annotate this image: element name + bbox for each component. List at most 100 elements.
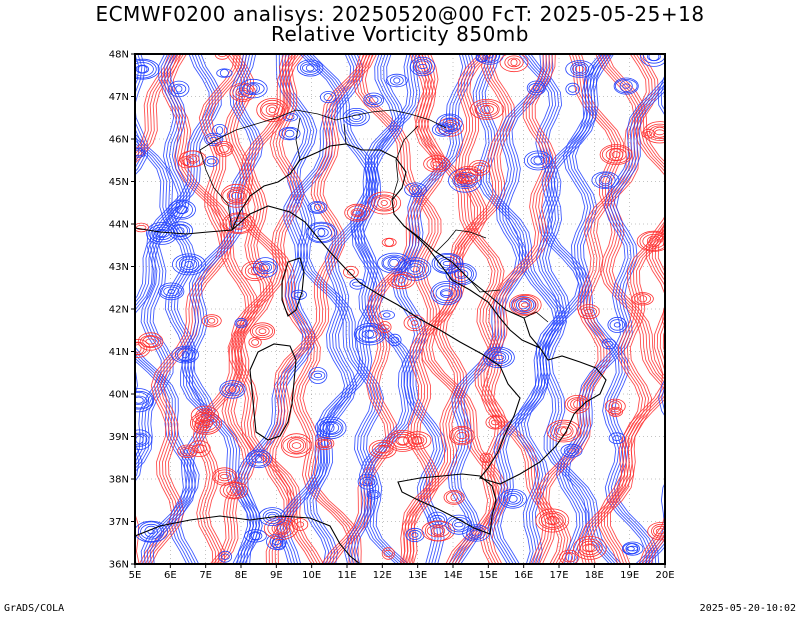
contour-ring <box>350 208 364 218</box>
contour-line <box>412 54 516 564</box>
contour-ring <box>389 258 400 268</box>
contour-line <box>143 54 255 564</box>
contour-ring <box>462 524 490 542</box>
contour-ring <box>439 125 447 134</box>
contour-ring <box>570 61 590 77</box>
contour-ring <box>479 54 501 63</box>
contour-ring <box>286 437 307 454</box>
contour-ring <box>361 329 378 339</box>
contour-ring <box>646 235 661 247</box>
contour-ring <box>318 418 344 438</box>
contour-ring <box>379 324 390 330</box>
contour-ring <box>255 326 270 337</box>
contour-ring <box>651 523 665 539</box>
lon-tick-label: 12E <box>373 570 392 581</box>
contour-ring <box>378 310 395 320</box>
contour-ring <box>297 59 324 77</box>
contour-ring <box>175 205 189 215</box>
contour-ring <box>135 341 148 356</box>
contour-ring <box>135 60 157 79</box>
contour-line <box>785 54 800 564</box>
contour-ring <box>310 370 326 381</box>
contour-ring <box>255 455 263 463</box>
contour-ring <box>223 482 245 499</box>
contour-ring <box>274 522 288 535</box>
contour-ring <box>374 444 391 454</box>
contour-ring <box>604 340 614 347</box>
contour-line <box>358 54 503 564</box>
lon-tick-label: 16E <box>514 570 533 581</box>
contour-ring <box>426 157 448 171</box>
contour-ring <box>178 156 195 169</box>
contour-ring <box>427 511 448 529</box>
contour-ring <box>631 292 654 306</box>
contour-ring <box>172 224 188 237</box>
contour-ring <box>211 123 228 137</box>
contour-ring <box>381 254 407 272</box>
contour-ring <box>271 521 291 536</box>
contour-ring <box>213 469 236 484</box>
contour-ring <box>622 541 644 556</box>
lat-tick-label: 43N <box>109 262 129 273</box>
lon-tick-label: 14E <box>443 570 462 581</box>
contour-ring <box>276 524 286 533</box>
contour-line <box>657 74 665 117</box>
contour-ring <box>260 263 270 272</box>
contour-ring <box>611 402 620 411</box>
contour-ring <box>222 212 256 235</box>
contour-ring <box>584 308 594 315</box>
corsica-coastline <box>281 257 305 317</box>
contour-ring <box>252 257 278 278</box>
contour-ring <box>482 346 515 369</box>
contour-line <box>607 54 665 163</box>
contour-ring <box>634 293 651 305</box>
contour-ring <box>135 395 147 405</box>
contour-ring <box>140 523 163 540</box>
contour-ring <box>305 64 315 72</box>
contour-ring <box>230 191 242 200</box>
contour-line <box>601 220 665 564</box>
contour-ring <box>135 520 168 543</box>
contour-ring <box>561 552 577 563</box>
contour-ring <box>450 266 473 282</box>
contour-ring <box>411 185 420 194</box>
contour-ring <box>408 529 422 541</box>
contour-ring <box>528 83 545 94</box>
contour-ring <box>204 155 219 167</box>
contour-ring <box>135 429 153 450</box>
contour-ring <box>640 54 665 67</box>
contour-line <box>0 54 58 564</box>
french-coast <box>135 227 233 235</box>
contour-line <box>488 54 603 564</box>
contour-ring <box>307 200 328 214</box>
contour-line <box>135 360 188 564</box>
contour-ring <box>190 405 219 426</box>
contour-line <box>135 62 140 164</box>
contour-line <box>456 54 551 564</box>
contour-line <box>0 54 61 564</box>
contour-ring <box>308 367 328 384</box>
contour-ring <box>347 205 368 221</box>
contour-ring <box>647 54 661 62</box>
contour-ring <box>327 423 335 433</box>
contour-ring <box>168 80 190 98</box>
contour-ring <box>200 412 209 419</box>
contour-ring <box>468 159 491 176</box>
contour-line <box>607 228 665 564</box>
contour-line <box>403 54 507 564</box>
contour-ring <box>378 445 388 454</box>
contour-line <box>670 54 800 564</box>
map-title: ECMWF0200 analisys: 20250520@00 FcT: 202… <box>95 2 705 26</box>
contour-ring <box>322 421 340 434</box>
contour-ring <box>251 454 267 464</box>
contour-ring <box>219 380 246 399</box>
lon-tick-label: 9E <box>270 570 283 581</box>
contour-ring <box>349 278 366 290</box>
contour-ring <box>377 252 412 274</box>
contour-line <box>24 54 115 564</box>
contour-ring <box>291 442 302 449</box>
contour-ring <box>643 121 665 144</box>
contour-line <box>412 54 563 564</box>
contour-ring <box>208 318 216 324</box>
contour-ring <box>233 220 245 226</box>
